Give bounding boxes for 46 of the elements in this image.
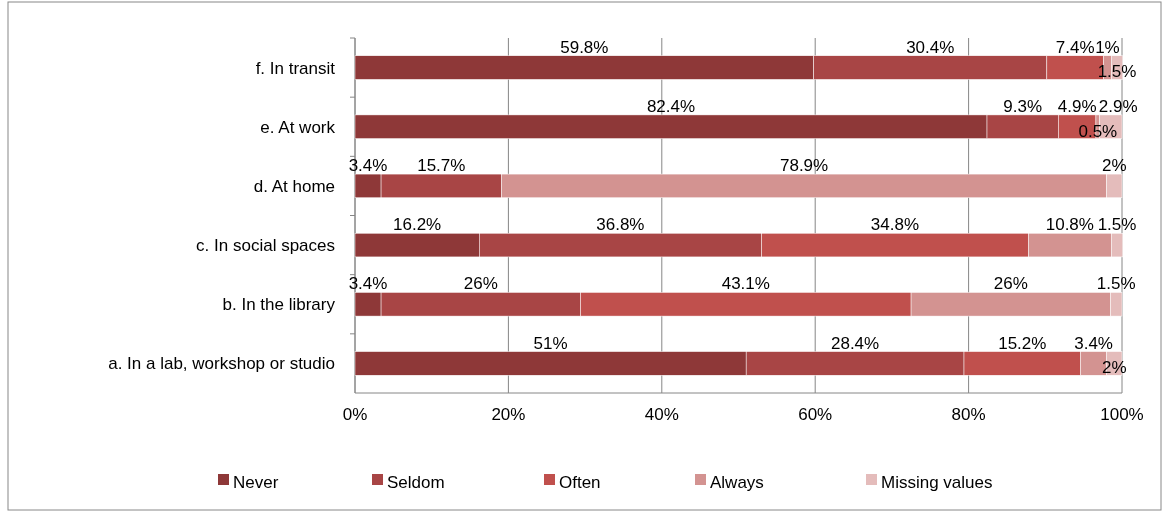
data-label: 10.8% — [1045, 215, 1094, 235]
data-label: 2% — [1102, 358, 1127, 378]
data-label: 2% — [1102, 156, 1127, 176]
data-label: 1.5% — [1097, 62, 1137, 82]
data-label: 3.4% — [1074, 333, 1113, 353]
data-label: 7.4% — [1055, 37, 1095, 57]
data-label: 3.4% — [348, 156, 388, 176]
x-tick-label: 0% — [342, 405, 368, 424]
y-tick-label: d. At home — [253, 176, 335, 196]
legend-label: Often — [559, 473, 601, 492]
data-label: 15.7% — [417, 156, 466, 176]
legend-label: Always — [710, 473, 764, 492]
data-label: 1.5% — [1097, 215, 1137, 235]
data-label: 0.5% — [1078, 121, 1118, 141]
data-label: 1.5% — [1096, 274, 1136, 294]
x-tick-label: 100% — [1100, 405, 1144, 424]
data-label: 43.1% — [721, 274, 770, 294]
data-label: 26% — [463, 274, 498, 294]
data-label: 78.9% — [779, 156, 829, 176]
x-tick-label: 20% — [491, 405, 526, 424]
legend-label: Missing values — [881, 473, 993, 492]
data-label: 15.2% — [998, 333, 1047, 353]
y-tick-label: c. In social spaces — [196, 236, 335, 256]
legend-label: Never — [233, 473, 279, 492]
data-label: 51% — [533, 333, 568, 353]
data-label: 30.4% — [906, 37, 955, 57]
x-tick-label: 60% — [798, 405, 833, 424]
y-tick-label: e. At work — [260, 117, 336, 137]
data-label: 28.4% — [830, 333, 880, 353]
y-tick-label: b. In the library — [222, 295, 336, 315]
data-label: 16.2% — [393, 215, 442, 235]
y-tick-label: a. In a lab, workshop or studio — [108, 354, 335, 374]
data-label: 59.8% — [560, 37, 609, 57]
x-tick-label: 40% — [644, 405, 679, 424]
x-tick-label: 80% — [951, 405, 986, 424]
data-label: 9.3% — [1003, 96, 1043, 116]
data-label: 82.4% — [646, 96, 696, 116]
data-label: 36.8% — [596, 215, 645, 235]
data-label: 3.4% — [348, 274, 388, 294]
legend-label: Seldom — [387, 473, 445, 492]
data-label: 4.9% — [1057, 96, 1097, 116]
data-label: 1% — [1095, 37, 1120, 57]
data-label: 34.8% — [870, 215, 920, 235]
data-label: 2.9% — [1098, 96, 1138, 116]
data-label: 26% — [993, 274, 1028, 294]
y-tick-label: f. In transit — [255, 58, 336, 78]
